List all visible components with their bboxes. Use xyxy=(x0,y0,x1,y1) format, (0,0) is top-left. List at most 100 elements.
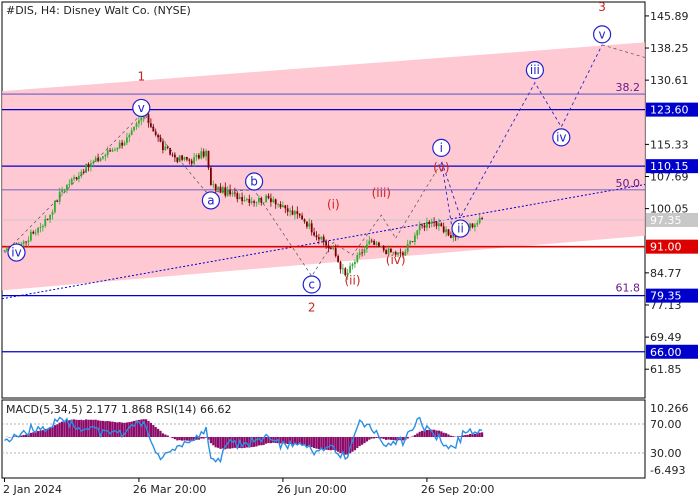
price-tag-label: 79.35 xyxy=(650,290,682,303)
candle-body xyxy=(380,246,383,247)
macd-histogram-bar xyxy=(178,437,181,441)
candle-body xyxy=(435,222,438,227)
candle-body xyxy=(140,117,143,121)
macd-histogram-bar xyxy=(87,419,90,437)
macd-histogram-bar xyxy=(99,420,102,437)
candle-body xyxy=(301,215,303,220)
candle-body xyxy=(207,150,210,168)
y-tick-label: 84.77 xyxy=(650,267,682,280)
macd-histogram-bar xyxy=(68,420,71,437)
candle-body xyxy=(219,186,222,193)
wave-label: (v) xyxy=(433,161,449,175)
wave-label: (iv) xyxy=(386,253,406,267)
candle-body xyxy=(409,241,411,245)
candle-body xyxy=(318,237,320,240)
macd-histogram-bar xyxy=(56,424,59,437)
y-tick-label: 61.85 xyxy=(650,363,682,376)
candle-body xyxy=(339,261,342,270)
candle-body xyxy=(87,163,90,167)
y-tick-label: 69.49 xyxy=(650,331,682,344)
candle-body xyxy=(421,224,423,226)
candle-body xyxy=(166,146,169,148)
wave-label: 1 xyxy=(137,69,145,83)
candle-body xyxy=(39,227,42,228)
macd-histogram-bar xyxy=(435,430,438,437)
macd-histogram-bar xyxy=(461,435,464,437)
macd-histogram-bar xyxy=(317,437,320,450)
candle-body xyxy=(332,248,335,249)
candle-body xyxy=(193,157,195,164)
wave-label-circle xyxy=(132,98,151,118)
candle-body xyxy=(320,236,323,240)
macd-histogram-bar xyxy=(365,437,368,442)
macd-histogram-bar xyxy=(447,434,450,437)
macd-histogram-bar xyxy=(385,437,388,440)
macd-histogram-bar xyxy=(188,437,191,441)
candle-body xyxy=(34,232,37,234)
wave-label-circle xyxy=(552,128,571,147)
macd-histogram-bar xyxy=(92,419,95,437)
forecast-tail xyxy=(602,44,645,58)
candle-body xyxy=(198,155,200,159)
macd-histogram-bar xyxy=(101,420,104,437)
macd-histogram-bar xyxy=(339,437,342,454)
candle-body xyxy=(349,266,351,273)
macd-histogram-bar xyxy=(308,437,311,447)
price-tag-label: 123.60 xyxy=(650,104,689,117)
macd-histogram-bar xyxy=(49,427,52,437)
candle-body xyxy=(390,248,392,253)
candle-body xyxy=(68,183,71,185)
macd-histogram-bar xyxy=(140,419,143,437)
wave-label: a xyxy=(207,193,214,207)
macd-histogram-bar xyxy=(89,419,92,437)
candle-body xyxy=(404,251,407,256)
macd-histogram-bar xyxy=(137,419,140,437)
candle-body xyxy=(229,189,231,195)
candle-body xyxy=(236,193,239,200)
candle-body xyxy=(474,224,476,228)
candle-body xyxy=(70,178,73,184)
candle-body xyxy=(109,150,111,152)
indicator-tick-label: 70.00 xyxy=(650,418,682,431)
macd-histogram-bar xyxy=(344,437,347,455)
candle-body xyxy=(210,167,212,185)
candle-body xyxy=(205,150,207,157)
candle-body xyxy=(255,202,258,203)
macd-histogram-bar xyxy=(219,437,222,449)
candle-body xyxy=(267,195,270,199)
candle-body xyxy=(94,157,97,162)
y-tick-label: 138.25 xyxy=(650,42,689,55)
macd-histogram-bar xyxy=(207,437,210,440)
candle-body xyxy=(270,198,272,203)
candle-body xyxy=(274,199,277,205)
candle-body xyxy=(116,148,119,150)
indicator-tick-label: 30.00 xyxy=(650,447,682,460)
candle-body xyxy=(152,126,155,132)
candle-body xyxy=(351,264,354,267)
wave-label: iv xyxy=(556,130,566,144)
candle-body xyxy=(157,134,159,138)
wave-label: c xyxy=(308,277,315,291)
candle-body xyxy=(296,211,299,214)
wave-label-circle xyxy=(451,219,470,238)
lower-trend-line xyxy=(2,183,645,300)
macd-histogram-bar xyxy=(459,436,462,437)
candle-body xyxy=(99,158,102,161)
y-tick-label: 107.69 xyxy=(650,171,689,184)
candle-body xyxy=(366,244,368,250)
fib-level-label: 50.0 xyxy=(616,177,641,190)
macd-histogram-bar xyxy=(121,422,124,437)
macd-histogram-bar xyxy=(200,437,203,439)
candle-body xyxy=(330,247,332,249)
candle-body xyxy=(44,218,47,226)
price-tag-label: 66.00 xyxy=(650,346,682,359)
macd-histogram-bar xyxy=(70,419,73,437)
macd-histogram-bar xyxy=(284,437,287,444)
macd-histogram-bar xyxy=(181,437,184,441)
macd-histogram-bar xyxy=(63,421,66,437)
candle-body xyxy=(135,123,138,127)
candle-body xyxy=(315,235,318,238)
candle-body xyxy=(128,135,131,138)
macd-histogram-bar xyxy=(464,434,467,437)
